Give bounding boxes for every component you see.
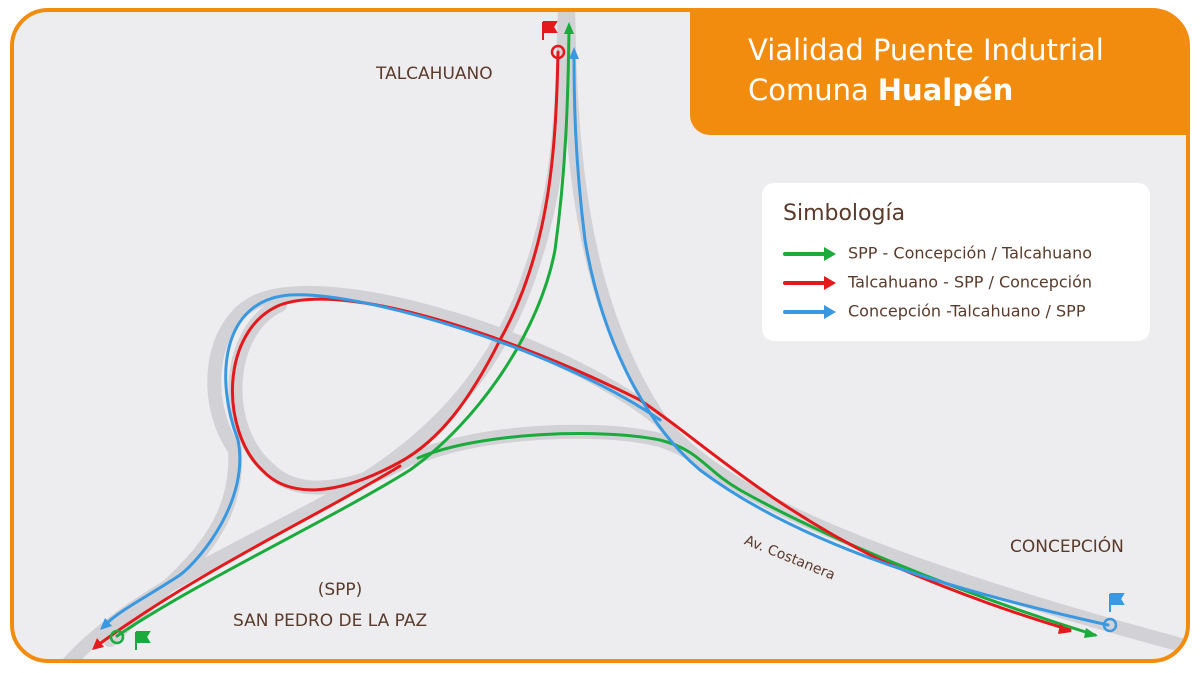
title-bold: Hualpén: [878, 73, 1014, 107]
title-prefix: Comuna: [748, 73, 869, 107]
legend-box: [762, 183, 1150, 341]
map-background: [12, 10, 1188, 661]
frame: [10, 8, 1190, 663]
flag: [135, 631, 151, 650]
route-red: [96, 464, 402, 647]
start-marker: [1102, 617, 1118, 633]
legend-items: SPP - Concepción / Talcahuano Talcahuano …: [783, 244, 1092, 321]
title: Comuna Hualpén: [748, 73, 1013, 107]
legend-arrow: [824, 247, 836, 261]
legend-title: Simbología: [783, 201, 905, 226]
arrow-head: [1058, 624, 1072, 634]
place-label: SAN PEDRO DE LA PAZ: [233, 611, 427, 631]
legend-arrow: [824, 305, 836, 319]
legend-label: Talcahuano - SPP / Concepción: [847, 273, 1092, 292]
legend-arrow: [824, 276, 836, 290]
arrow-head: [564, 22, 574, 34]
legend-label: Concepción -Talcahuano / SPP: [848, 302, 1086, 321]
place-label: (SPP): [318, 580, 363, 600]
route-green: [115, 28, 571, 638]
title: Vialidad Puente Indutrial: [748, 33, 1104, 67]
place-label: TALCAHUANO: [375, 64, 493, 84]
route-blue: [103, 293, 662, 627]
place-label: CONCEPCIÓN: [1010, 535, 1124, 557]
title-box: [690, 10, 1186, 135]
arrow-head: [92, 638, 104, 650]
route-red: [230, 50, 1072, 632]
flag: [1109, 593, 1125, 612]
start-marker: [550, 44, 566, 60]
arrow-head: [569, 47, 579, 59]
start-marker: [109, 629, 125, 645]
arrow-head: [1084, 628, 1098, 638]
legend-label: SPP - Concepción / Talcahuano: [848, 244, 1092, 263]
arrow-head: [100, 618, 112, 630]
route-blue: [572, 53, 1110, 627]
flag: [542, 21, 558, 40]
